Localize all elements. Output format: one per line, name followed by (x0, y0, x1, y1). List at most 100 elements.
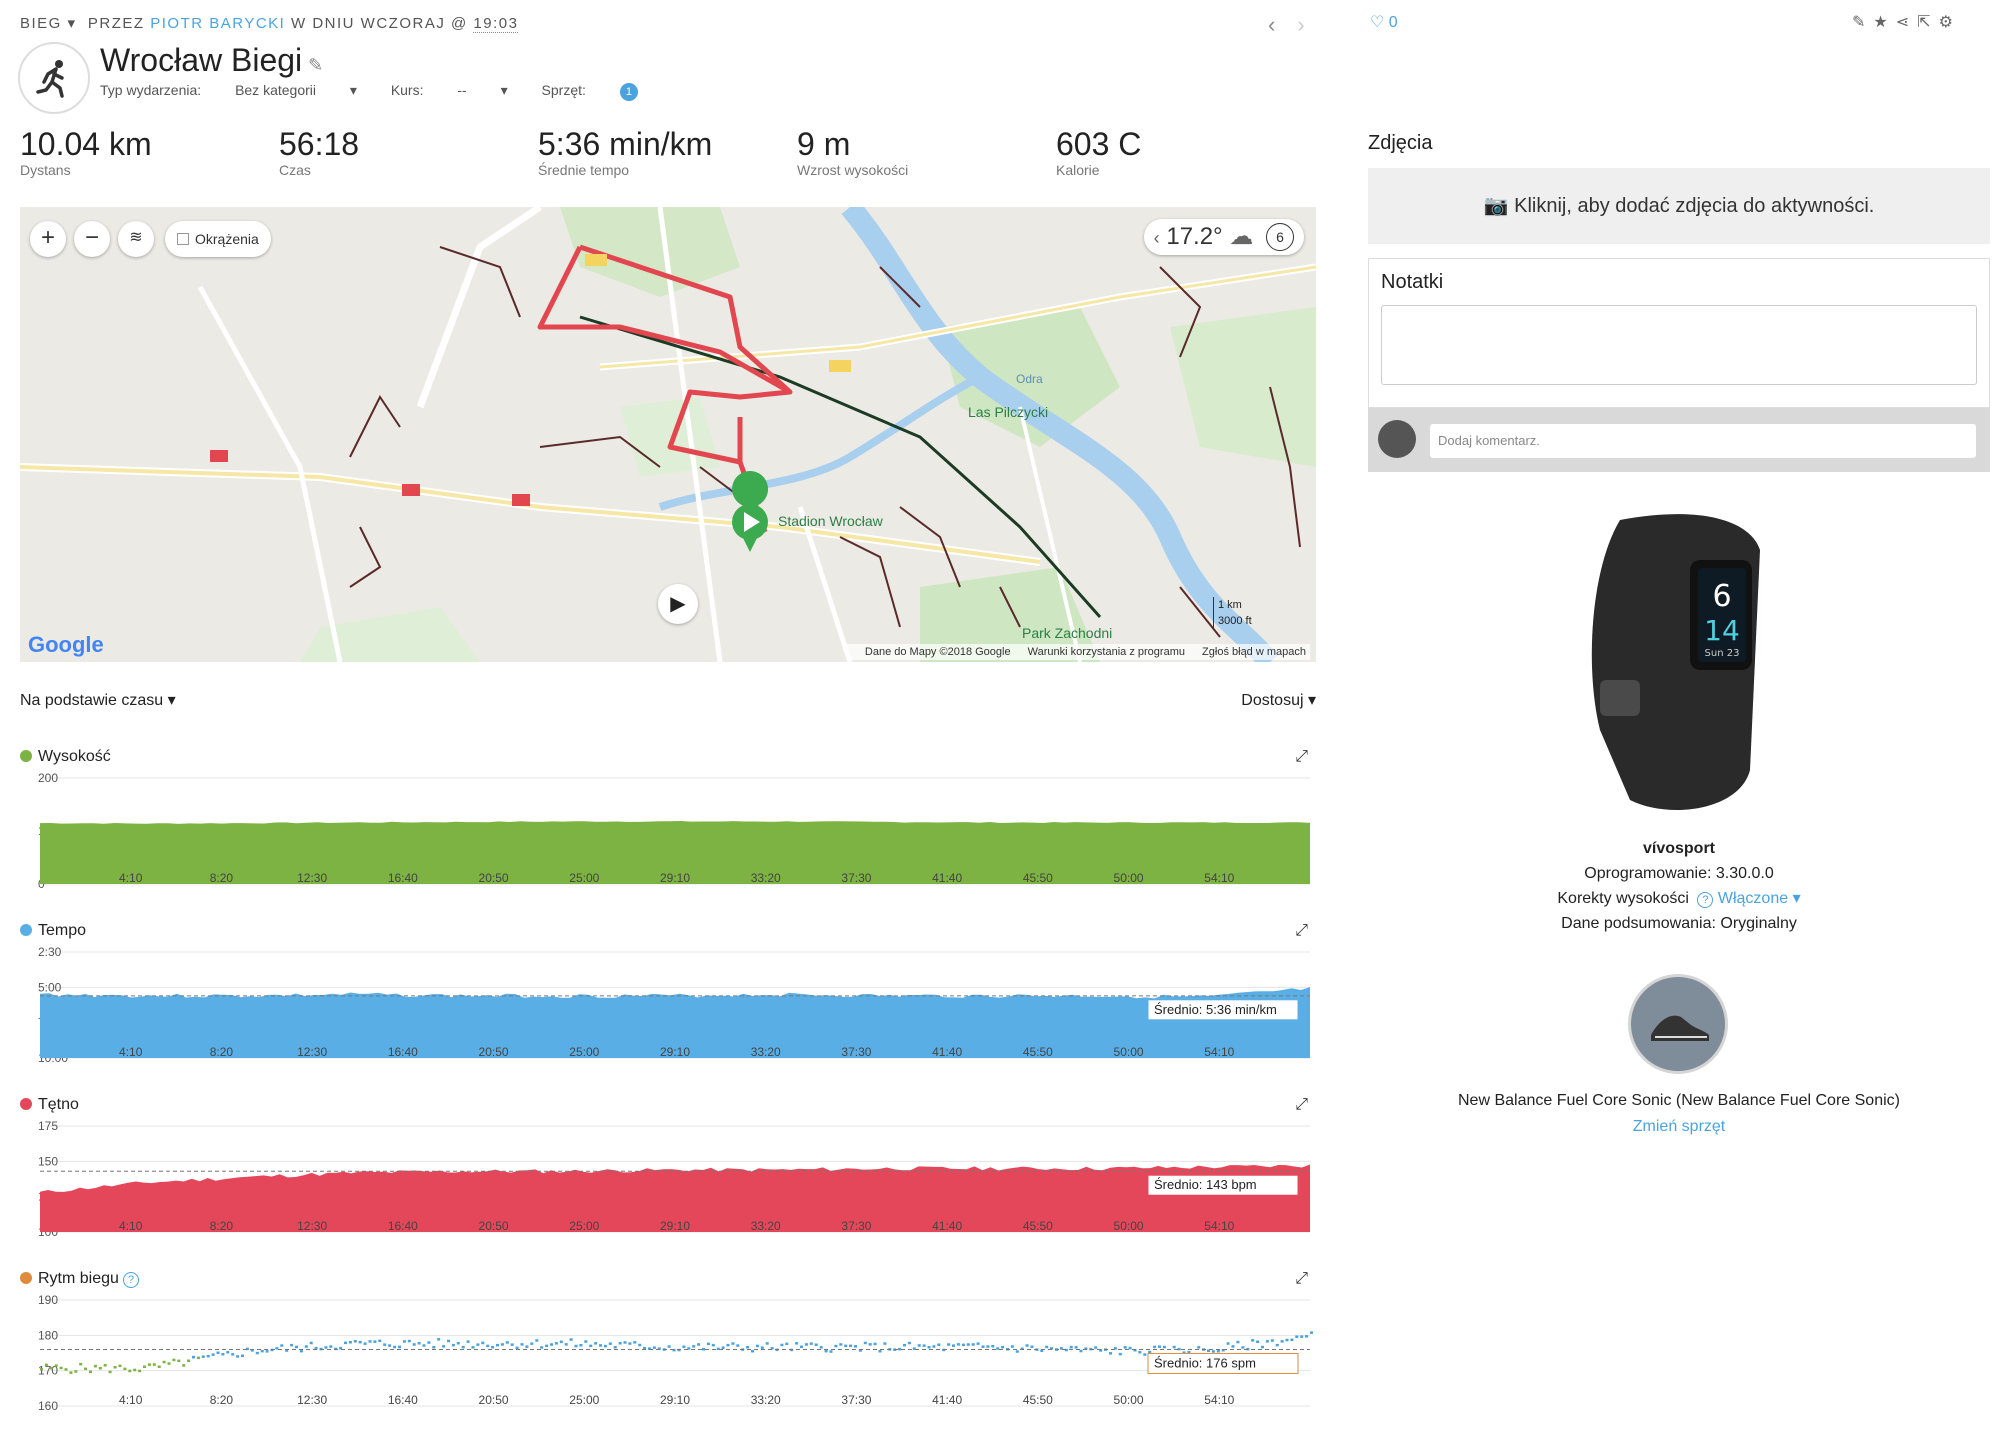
cadence-point (584, 1340, 588, 1343)
device-image: 6 14 Sun 23 (1591, 514, 1760, 810)
change-gear-link[interactable]: Zmień sprzęt (1632, 1118, 1726, 1135)
cadence-point (1143, 1353, 1147, 1356)
cadence-point (211, 1353, 215, 1356)
share-icon[interactable]: ⋖ (1895, 14, 1918, 31)
cadence-point (265, 1350, 269, 1353)
author-link[interactable]: PIOTR BARYCKI (150, 15, 286, 32)
cadence-point (628, 1342, 632, 1345)
cadence-point (873, 1342, 877, 1346)
laps-checkbox[interactable] (177, 233, 189, 245)
cadence-point (496, 1343, 499, 1347)
expand-icon[interactable]: ⤢ (1295, 748, 1308, 765)
chart-basis-dropdown[interactable]: Na podstawie czasu ▾ (20, 692, 176, 709)
elevation-chart-title: Wysokość (20, 748, 111, 766)
map-report-link[interactable]: Zgłoś błąd w mapach (1202, 646, 1306, 658)
cadence-point (903, 1343, 906, 1347)
cadence-point (1025, 1344, 1029, 1347)
like-button[interactable]: ♡ 0 (1370, 14, 1398, 31)
cadence-point (304, 1345, 308, 1348)
hr-plot[interactable]: 1751501251004:108:2012:3016:4020:5025:00… (20, 1116, 1316, 1246)
zoom-in-button[interactable]: + (30, 221, 66, 257)
gear[interactable]: Sprzęt: 1 (542, 82, 668, 101)
expand-icon[interactable]: ⤢ (1295, 922, 1308, 939)
cadence-point (113, 1366, 117, 1369)
cadence-point (103, 1364, 107, 1367)
map-scale: 1 km 3000 ft (1213, 597, 1252, 629)
cadence-point (1064, 1348, 1068, 1352)
x-tick-label: 12:30 (297, 1045, 327, 1059)
cadence-point (1079, 1349, 1083, 1353)
y-tick-label: 170 (38, 1364, 58, 1378)
x-tick-label: 20:50 (479, 1393, 509, 1407)
layers-icon[interactable]: ≋ (118, 221, 154, 257)
cadence-point (245, 1347, 249, 1351)
notes-textarea[interactable] (1381, 305, 1977, 385)
pace-plot[interactable]: 2:305:007:3010:004:108:2012:3016:4020:50… (20, 942, 1316, 1072)
map-terms-link[interactable]: Warunki korzystania z programu (1027, 646, 1185, 658)
gear-count-badge[interactable]: 1 (619, 83, 638, 101)
prev-activity-icon[interactable]: ‹ (1268, 12, 1276, 37)
help-icon[interactable]: ? (122, 1272, 139, 1288)
cadence-point (93, 1364, 97, 1368)
x-tick-label: 29:10 (660, 1219, 690, 1233)
cadence-point (535, 1339, 539, 1342)
cadence-point (206, 1354, 210, 1358)
cadence-point (466, 1340, 470, 1343)
x-tick-label: 25:00 (569, 871, 599, 885)
cadence-point (643, 1346, 647, 1350)
cadence-point (309, 1341, 313, 1345)
cadence-point (809, 1342, 813, 1345)
running-icon (18, 42, 90, 114)
activity-type[interactable]: BIEG (20, 15, 62, 32)
hr-area (40, 1164, 1310, 1232)
event-type[interactable]: Typ wydarzenia: Bez kategorii ▾ (100, 82, 357, 98)
cadence-point (84, 1367, 88, 1371)
elevation-plot[interactable]: 20010004:108:2012:3016:4020:5025:0029:10… (20, 768, 1316, 898)
cadence-point (863, 1341, 867, 1345)
edit-icon[interactable]: ✎ (1852, 14, 1874, 31)
next-activity-icon[interactable]: › (1297, 12, 1305, 37)
x-tick-label: 41:40 (932, 871, 962, 885)
expand-icon[interactable]: ⤢ (1295, 1270, 1308, 1287)
activity-time[interactable]: 19:03 (473, 15, 519, 33)
edit-title-icon[interactable]: ✎ (308, 55, 324, 75)
cadence-point (427, 1341, 431, 1344)
cadence-point (1118, 1352, 1122, 1356)
zoom-out-button[interactable]: − (74, 221, 110, 257)
cadence-point (834, 1344, 838, 1348)
route-map[interactable]: Las Pilczycki Stadion Wrocław Park Zacho… (20, 207, 1316, 662)
laps-toggle[interactable]: Okrążenia (165, 221, 271, 257)
x-tick-label: 12:30 (297, 871, 327, 885)
x-tick-label: 25:00 (569, 1219, 599, 1233)
cadence-point (118, 1364, 122, 1368)
cadence-plot[interactable]: 190 180 170 160 4:10 8:20 12:30 16:40 20:50 25:00… (20, 1290, 1316, 1420)
play-route-button[interactable]: ▶ (658, 584, 698, 624)
gear-icon[interactable]: ⚙ (1938, 14, 1961, 31)
cadence-point (167, 1362, 171, 1365)
average-label-box (1147, 999, 1299, 1021)
comment-input[interactable]: Dodaj komentarz. (1430, 424, 1976, 458)
expand-icon[interactable]: ⤢ (1295, 1096, 1308, 1113)
cadence-point (500, 1343, 504, 1346)
cadence-point (182, 1364, 186, 1367)
cadence-point (40, 1367, 43, 1371)
cadence-point (299, 1349, 303, 1353)
export-icon[interactable]: ⇱ (1917, 14, 1939, 31)
stat-calories: 603 C Kalorie (1056, 126, 1142, 178)
stat-distance: 10.04 km Dystans (20, 126, 152, 178)
average-label: Średnio: 143 bpm (1154, 1177, 1257, 1192)
star-icon[interactable]: ★ (1873, 14, 1896, 31)
x-tick-label: 50:00 (1114, 1219, 1144, 1233)
cadence-point (996, 1347, 1000, 1350)
help-icon[interactable]: ? (1697, 892, 1714, 908)
cadence-point (1030, 1345, 1034, 1348)
add-photos-button[interactable]: 📷 Kliknij, aby dodać zdjęcia do aktywnoś… (1368, 168, 1990, 244)
customize-dropdown[interactable]: Dostosuj ▾ (1241, 692, 1316, 709)
course[interactable]: Kurs: -- ▾ (390, 82, 508, 98)
elevation-corrections-dropdown[interactable]: Włączone ▾ (1717, 890, 1801, 907)
weather-prev-icon[interactable]: ‹ (1153, 228, 1160, 248)
weather-widget[interactable]: ‹ 17.2° ☁ 6 (1143, 219, 1304, 255)
cadence-point (344, 1341, 347, 1345)
cadence-point (1050, 1347, 1054, 1350)
shoe-icon (1628, 974, 1728, 1074)
